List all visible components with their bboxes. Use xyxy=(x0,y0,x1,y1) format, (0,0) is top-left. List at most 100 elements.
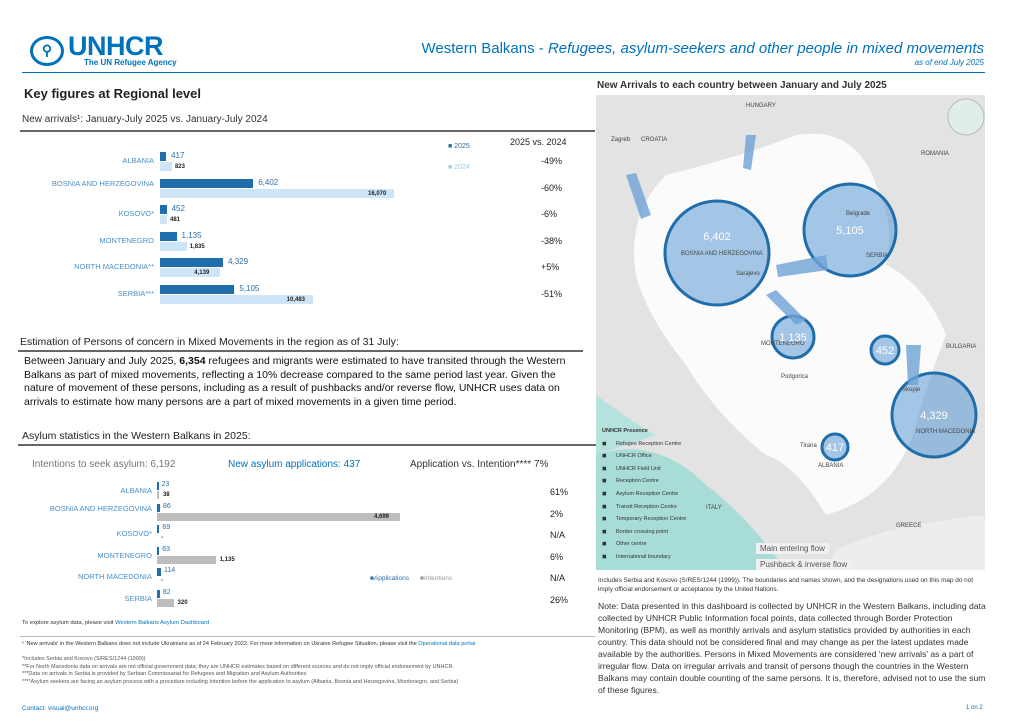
bubble-serbia xyxy=(802,182,898,278)
label-bosnia: BOSNIA AND HERZEGOVINA xyxy=(681,251,763,257)
label-belgrade: Belgrade xyxy=(846,211,871,217)
category-label: KOSOVO* xyxy=(118,209,154,218)
map-legend: UNHCR Presence ◼ Refugee Reception Centre… xyxy=(602,425,686,564)
label-skopje: Skopje xyxy=(902,387,921,393)
legend-item: ◼ Other centre xyxy=(602,538,686,551)
footnote-main-text: ¹ 'New arrivals' in the Western Balkans … xyxy=(22,641,419,647)
legend-intentions-label: Intentions xyxy=(423,575,453,582)
asylum-divider xyxy=(18,444,596,446)
applications-kpi: New asylum applications: 437 xyxy=(228,459,360,470)
unhcr-logo: ⚲ UNHCR The UN Refugee Agency xyxy=(30,31,177,67)
change-percent: -51% xyxy=(541,288,563,299)
label-montenegro: MONTENEGRO xyxy=(761,341,805,347)
bar-2024 xyxy=(160,162,172,171)
legend-symbol-icon: ◼ xyxy=(602,465,607,472)
explore-text-label: To explore asylum data, please visit xyxy=(22,620,116,626)
change-percent: -60% xyxy=(541,182,563,193)
legend-item: ◼ Reception Centre xyxy=(602,475,686,488)
bar-applications xyxy=(157,546,160,555)
value-intentions: 1,135 xyxy=(219,556,235,563)
value-intentions: - xyxy=(161,578,163,585)
bar-2025 xyxy=(160,231,177,241)
logo-name: UNHCR xyxy=(68,31,163,61)
value-2024: 481 xyxy=(170,217,181,223)
ratio-label: Application vs. Intention**** xyxy=(410,459,532,470)
globe-inset xyxy=(947,98,985,136)
applications-value: 437 xyxy=(343,459,361,470)
label-italy: ITALY xyxy=(706,505,722,511)
map-title: New Arrivals to each country between Jan… xyxy=(597,80,887,91)
map[interactable]: HUNGARY Zagreb CROATIA ROMANIA BOSNIA AN… xyxy=(596,95,985,570)
legend-item: ◼ UNHCR Field Unit xyxy=(602,463,686,476)
label-bulgaria: BULGARIA xyxy=(946,344,976,350)
bubble-value-bosnia: 6,402 xyxy=(703,231,731,243)
legend-item-label: Asylum Reception Centre xyxy=(616,490,679,497)
legend-item: ◼ Asylum Reception Centre xyxy=(602,488,686,501)
legend-pushback-flow: Pushback & inverse flow xyxy=(756,559,852,570)
ratio-percent: 61% xyxy=(550,487,569,497)
bar-intentions xyxy=(157,491,159,499)
arrivals-divider xyxy=(20,130,595,132)
legend-item-label: UNHCR Office xyxy=(616,453,652,460)
change-percent: -6% xyxy=(541,209,558,219)
key-figures-title: Key figures at Regional level xyxy=(24,86,202,101)
operational-data-link[interactable]: Operational data portal xyxy=(418,641,476,647)
label-greece: GREECE xyxy=(896,523,921,529)
unhcr-emblem-icon: ⚲ xyxy=(30,35,64,66)
legend-item-label: Border crossing point xyxy=(616,528,668,535)
bar-2025 xyxy=(160,178,254,188)
legend-applications: ■Applications xyxy=(370,575,409,582)
legend-items: ◼ Refugee Reception Centre ◼ UNHCR Office ◼ U… xyxy=(602,438,686,564)
bar-2025 xyxy=(160,258,224,267)
map-svg: HUNGARY Zagreb CROATIA ROMANIA BOSNIA AN… xyxy=(596,95,985,570)
legend-item: ◼ Transit Reception Centre xyxy=(602,501,686,514)
value-2025: 6,402 xyxy=(258,177,279,187)
legend-symbol-icon: ◼ xyxy=(602,516,607,523)
legend-symbol-icon: ◼ xyxy=(602,440,607,447)
value-2025: 1,135 xyxy=(181,230,202,240)
category-label: NORTH MACEDONIA xyxy=(77,572,152,582)
category-label: MONTENEGRO xyxy=(97,550,152,560)
legend-symbol-icon: ◼ xyxy=(602,503,607,510)
greece-land xyxy=(826,515,985,570)
bar-2024 xyxy=(160,294,313,304)
legend-item-label: Temporary Reception Centre xyxy=(616,516,687,523)
label-tirana: Tirana xyxy=(800,443,817,449)
legend-2025-label: 2025 xyxy=(454,143,470,150)
bubble-north-macedonia xyxy=(890,371,978,459)
category-label: ALBANIA xyxy=(120,486,152,495)
legend-item-label: International boundary xyxy=(616,553,671,560)
category-label: ALBANIA xyxy=(122,156,154,165)
legend-item: ◼ Border crossing point xyxy=(602,526,686,539)
estimation-text: Between January and July 2025, 6,354 ref… xyxy=(24,355,579,409)
bar-applications xyxy=(157,482,159,490)
value-2024: 4,139 xyxy=(194,270,210,276)
category-label: NORTH MACEDONIA** xyxy=(74,262,154,271)
legend-item-label: Transit Reception Centre xyxy=(616,503,677,510)
category-label: BOSNIA AND HERZEGOVINA xyxy=(51,178,154,188)
estimation-text-before: Between January and July 2025, xyxy=(24,355,180,367)
value-intentions: 320 xyxy=(177,600,188,606)
label-albania: ALBANIA xyxy=(818,463,843,469)
value-2024: 823 xyxy=(174,164,185,170)
contact-link[interactable]: Contact: visual@unhcr.org xyxy=(22,705,99,712)
legend-item: ◼ UNHCR Office xyxy=(602,450,686,463)
bar-applications xyxy=(157,525,160,534)
value-applications: 114 xyxy=(163,567,176,575)
intentions-label: Intentions to seek asylum: xyxy=(32,459,148,470)
bar-2024 xyxy=(160,268,221,277)
label-zagreb: Zagreb xyxy=(611,137,631,143)
logo-tagline: The UN Refugee Agency xyxy=(84,58,177,67)
asylum-dashboard-link[interactable]: Western Balkans Asylum Dashboard xyxy=(115,620,210,626)
page-number: 1 on 2 xyxy=(966,705,983,711)
label-hungary: HUNGARY xyxy=(746,103,776,109)
value-intentions: - xyxy=(161,535,163,542)
category-label: KOSOVO* xyxy=(116,529,152,539)
legend-applications-label: Applications xyxy=(373,575,409,582)
label-sarajevo: Sarajevo xyxy=(736,271,760,277)
footnote: **For North Macedonia data on arrivals a… xyxy=(22,663,454,670)
ratio-percent: 26% xyxy=(550,595,569,605)
category-label: SERBIA xyxy=(124,594,152,603)
value-2025: 417 xyxy=(171,151,185,160)
value-2024: 1,835 xyxy=(189,243,205,250)
